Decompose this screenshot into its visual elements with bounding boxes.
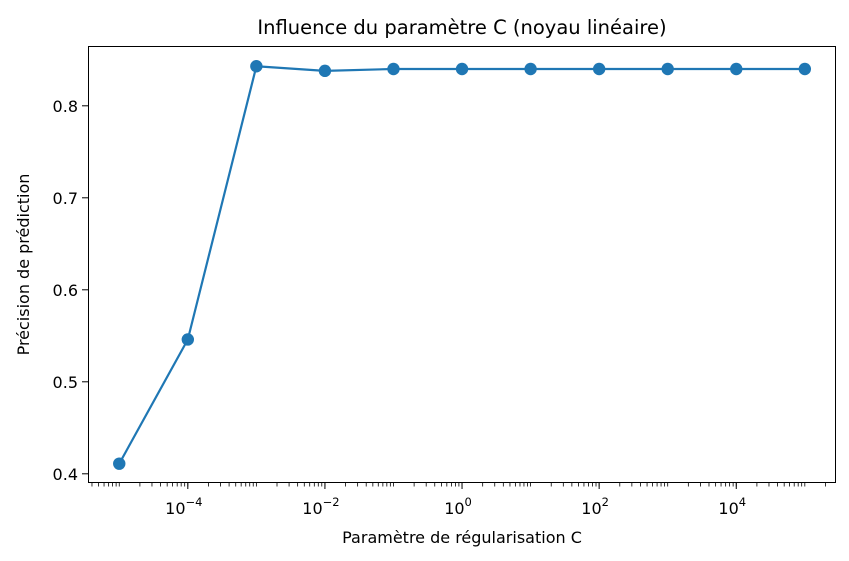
data-point xyxy=(113,457,126,470)
y-axis-ticks: 0.4 0.5 0.6 0.7 0.8 xyxy=(53,97,88,484)
x-tick-label: 10−4 xyxy=(165,495,202,518)
data-point xyxy=(318,64,332,78)
data-point xyxy=(592,62,606,76)
x-axis-ticks: 10−4 10−2 100 102 104 xyxy=(91,483,826,518)
x-tick-label: 10−2 xyxy=(302,495,339,518)
data-point xyxy=(661,62,674,76)
y-tick-label: 0.4 xyxy=(53,465,78,484)
y-tick-label: 0.5 xyxy=(53,373,78,392)
x-tick-label: 102 xyxy=(581,495,609,518)
series-line xyxy=(118,65,805,465)
data-point xyxy=(387,62,400,76)
data-point xyxy=(524,62,537,76)
data-point xyxy=(730,62,743,76)
y-tick-label: 0.7 xyxy=(53,189,78,208)
data-point xyxy=(181,333,195,346)
x-tick-label: 100 xyxy=(444,495,472,518)
y-tick-label: 0.8 xyxy=(53,97,78,116)
x-tick-label: 104 xyxy=(718,495,746,518)
y-axis-title: Précision de prédiction xyxy=(14,174,33,356)
y-tick-label: 0.6 xyxy=(53,281,78,300)
data-point xyxy=(455,62,469,76)
data-point xyxy=(250,60,263,73)
data-point xyxy=(798,62,812,76)
chart-title: Influence du paramètre C (noyau linéaire… xyxy=(257,16,666,39)
series-layer xyxy=(113,60,812,470)
plot-area-frame xyxy=(88,46,836,483)
x-axis-title: Paramètre de régularisation C xyxy=(342,528,582,547)
